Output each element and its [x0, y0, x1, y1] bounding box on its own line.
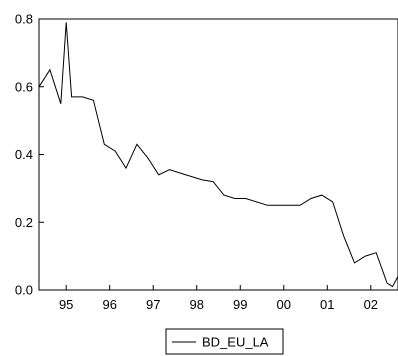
x-tick-label: 01 [320, 297, 334, 312]
x-tick-label: 99 [233, 297, 247, 312]
x-tick-label: 96 [102, 297, 116, 312]
y-tick-label: 0.6 [15, 79, 33, 94]
y-axis: 0.0 0.2 0.4 0.6 0.8 [15, 12, 44, 298]
y-tick-label: 0.4 [15, 147, 33, 162]
y-tick-label: 0.2 [15, 215, 33, 230]
plot-frame [38, 18, 398, 291]
x-tick-label: 98 [190, 297, 204, 312]
x-tick-label: 00 [277, 297, 291, 312]
series-line-bd-eu-la [38, 22, 398, 288]
x-axis: 95 96 97 98 99 00 01 02 [59, 285, 378, 312]
plot-area: 95 96 97 98 99 00 01 02 0.0 0.2 0.4 0.6 0.8 [15, 12, 398, 312]
x-tick-label: 02 [364, 297, 378, 312]
x-tick-label: 97 [146, 297, 160, 312]
y-tick-label: 0.0 [15, 283, 33, 298]
y-tick-label: 0.8 [15, 12, 33, 27]
x-tick-label: 95 [59, 297, 73, 312]
legend-label: BD_EU_LA [202, 335, 269, 350]
legend: BD_EU_LA [165, 328, 284, 355]
